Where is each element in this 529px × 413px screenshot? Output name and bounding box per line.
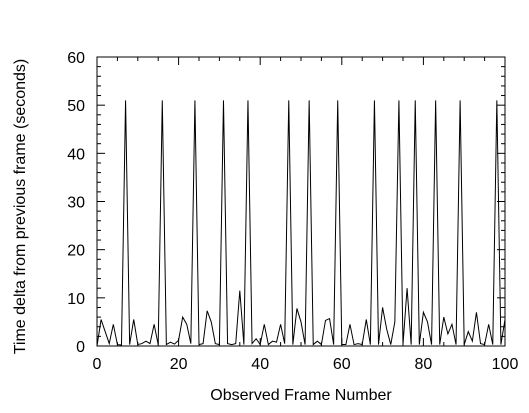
y-tick-label: 40: [67, 146, 85, 163]
y-axis-label: Time delta from previous frame (seconds): [12, 59, 29, 355]
x-tick-label: 20: [170, 356, 188, 373]
y-tick-label: 0: [76, 339, 85, 356]
x-tick-label: 60: [333, 356, 351, 373]
x-tick-label: 80: [415, 356, 433, 373]
y-tick-label: 10: [67, 291, 85, 308]
y-tick-label: 60: [67, 50, 85, 67]
tick-labels: 0 20 40 60 80 100 0 10 20 30 40 50 60: [67, 50, 518, 373]
x-axis-label: Observed Frame Number: [210, 387, 392, 404]
y-tick-label: 50: [67, 98, 85, 115]
y-tick-label: 20: [67, 243, 85, 260]
plot-frame: [96, 56, 506, 347]
axis-ticks: [96, 56, 506, 347]
series-layer: [96, 100, 506, 347]
x-tick-label: 100: [492, 356, 519, 373]
series-line: [96, 100, 506, 347]
x-tick-label: 40: [251, 356, 269, 373]
y-tick-label: 30: [67, 195, 85, 212]
x-tick-label: 0: [93, 356, 102, 373]
